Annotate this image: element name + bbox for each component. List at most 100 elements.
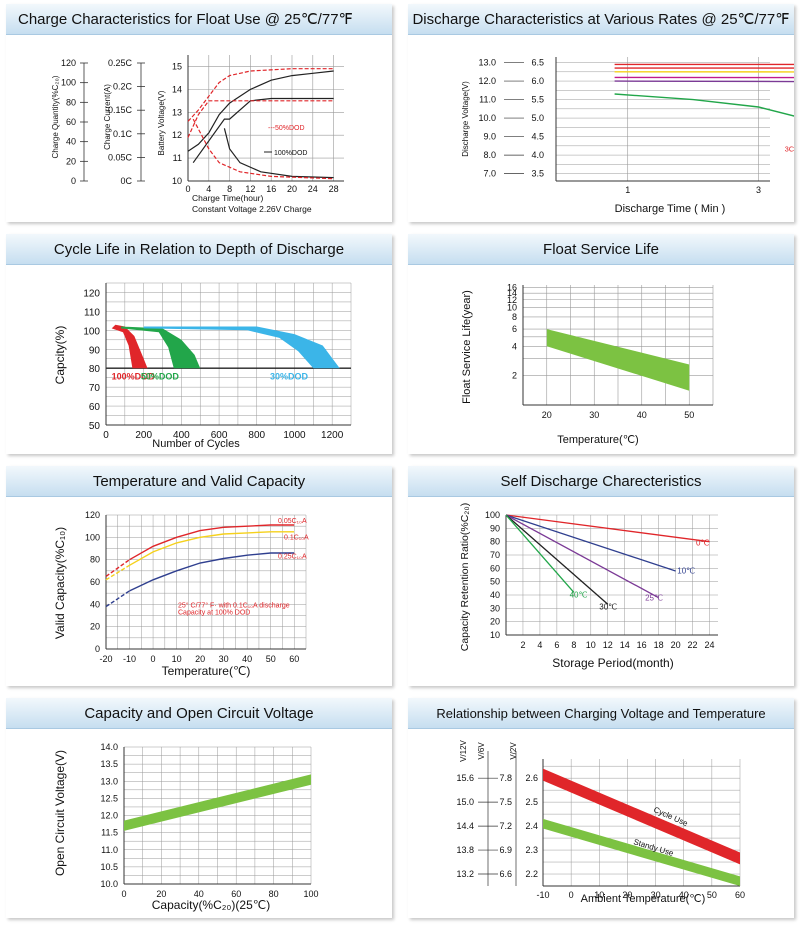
voltage-tick-label: 10: [172, 176, 182, 186]
panel-float-life: Float Service Life 20 30 40 50 16 14 12 10 8 6 4 2 F…: [408, 234, 794, 454]
series-line-current: [223, 128, 334, 179]
y-tick-label: 4: [512, 341, 517, 351]
x-tick-label: 20: [156, 889, 166, 899]
x-tick-label: 20: [671, 640, 681, 650]
x-tick-label: 1: [625, 185, 630, 195]
x-tick-label: 8: [227, 184, 232, 194]
x-tick-label: 0: [151, 654, 156, 664]
y12-tick-label: 13.2: [456, 869, 474, 879]
chart-ocv: 0 20 40 60 80 100 14.0 13.5 13.0 12.5 12.0 11.5 11.0…: [53, 742, 319, 912]
x-tick-label: 40: [637, 410, 647, 420]
y12-tick-label: 11.0: [479, 95, 496, 105]
y-tick-label: 10.5: [100, 862, 118, 872]
series-line-current: [192, 118, 334, 180]
panel-temp-capacity: Temperature and Valid Capacity -20 -10 0 10…: [6, 466, 392, 686]
y-tick-label: 13.5: [100, 759, 118, 769]
voltage-band: [543, 818, 740, 886]
x-tick-label: 600: [211, 430, 228, 441]
voltage-tick-label: 12: [172, 130, 182, 140]
x-axis-label: Temperature(℃): [162, 664, 251, 678]
series-line-quantity: [187, 100, 334, 138]
series-line: [129, 552, 295, 592]
x-tick-label: 0: [103, 430, 109, 441]
series-line: [129, 531, 295, 566]
y-tick-label: 40: [490, 590, 500, 600]
y-axis-label: Capcity(%): [53, 326, 67, 385]
series-line: [105, 559, 130, 577]
axis-unit-label: V/12V: [459, 739, 468, 761]
y-axis-label: Discharge Voltage(V): [461, 81, 470, 157]
quantity-tick-label: 60: [66, 117, 76, 127]
y-tick-label: 50: [89, 421, 101, 432]
current-tick-label: 0.2C: [113, 82, 133, 92]
x-tick-label: 20: [542, 410, 552, 420]
x-tick-label: 22: [688, 640, 698, 650]
note-text: Capacity at 100% DOD: [178, 609, 250, 616]
series-line: [614, 76, 794, 79]
x-tick-label: 1200: [321, 430, 344, 441]
chart-title: Self Discharge Charecteristics: [408, 466, 794, 497]
x-tick-label: 4: [537, 640, 542, 650]
y12-tick-label: 10.0: [478, 113, 496, 123]
y-tick-label: 60: [490, 563, 500, 573]
x-tick-label: 24: [705, 640, 715, 650]
chart-temp-capacity: -20 -10 0 10 20 30 40 50 60 120 100 80 60 40 20 0 Valid …: [53, 510, 309, 678]
x-tick-label: 60: [289, 654, 299, 664]
panel-ocv: Capacity and Open Circuit Voltage 0 20 40 6…: [6, 698, 392, 918]
x-axis-label: Constant Voltage 2.26V Charge: [192, 204, 312, 214]
chart-title: Temperature and Valid Capacity: [6, 466, 392, 497]
y-tick-label: 12: [507, 295, 517, 305]
y6-tick-label: 4.0: [531, 150, 544, 160]
x-tick-label: 800: [248, 430, 265, 441]
chart-title: Float Service Life: [408, 234, 794, 265]
voltage-tick-label: 13: [172, 107, 182, 117]
y-tick-label: 60: [90, 577, 100, 587]
y-tick-label: 14: [507, 288, 517, 298]
axis-label: Battery Voltage(V): [157, 90, 166, 155]
y6-tick-label: 7.8: [499, 773, 512, 783]
x-tick-label: 30: [651, 890, 661, 900]
series-line: [505, 514, 659, 599]
x-tick-label: -20: [99, 654, 112, 664]
x-tick-label: 12: [245, 184, 255, 194]
voltage-tick-label: 15: [172, 61, 182, 71]
y2-tick-label: 2.3: [525, 845, 538, 855]
y-tick-label: 10.0: [100, 879, 118, 889]
current-tick-label: 0.05C: [108, 152, 133, 162]
y-tick-label: 12.0: [100, 811, 118, 821]
x-tick-label: 50: [707, 890, 717, 900]
x-tick-label: 100: [303, 889, 318, 899]
y-axis-label: Valid Capacity(%C₁₀): [53, 527, 67, 639]
chart-title: Cycle Life in Relation to Depth of Disch…: [6, 234, 392, 265]
y-tick-label: 60: [89, 402, 101, 413]
series-label: 40℃: [570, 591, 588, 600]
y12-tick-label: 13.0: [478, 58, 496, 68]
y-tick-label: 14.0: [100, 742, 118, 752]
series-label: 30%DOD: [270, 372, 309, 382]
x-axis-label: Number of Cycles: [152, 438, 240, 450]
x-tick-label: 0: [121, 889, 126, 899]
chart-cycle-life: 0 200 400 600 800 1000 1200 120 110 100 90 80 70 60 50…: [53, 282, 352, 450]
series-label: 0.25C₁₀A: [278, 554, 307, 561]
x-tick-label: 4: [206, 184, 211, 194]
x-tick-label: 6: [554, 640, 559, 650]
y2-tick-label: 2.5: [525, 797, 538, 807]
y-tick-label: 11.0: [101, 845, 118, 855]
y12-tick-label: 9.0: [483, 132, 496, 142]
y-tick-label: 10: [507, 302, 517, 312]
panel-discharge-rates: Discharge Characteristics at Various Rat…: [408, 4, 794, 222]
series-label: 30℃: [599, 603, 617, 612]
x-tick-label: 10: [594, 890, 604, 900]
current-tick-label: 0.15C: [108, 105, 133, 115]
x-tick-label: 3: [756, 185, 761, 195]
legend-label: ---50%DOD: [268, 125, 305, 132]
y-tick-label: 10: [490, 630, 500, 640]
x-tick-label: 16: [637, 640, 647, 650]
y-tick-label: 80: [90, 555, 100, 565]
chart-charging-voltage: -10 0 10 20 30 40 50 60 15.6 7.8 2.6 15.0 7.5 2.5 14.4…: [456, 739, 745, 905]
axis-unit-label: V/6V: [477, 742, 486, 760]
y12-tick-label: 7.0: [483, 169, 496, 179]
axis-label: Charge Current(A): [103, 84, 112, 150]
x-axis-label: Discharge Time ( Min ): [615, 203, 726, 215]
